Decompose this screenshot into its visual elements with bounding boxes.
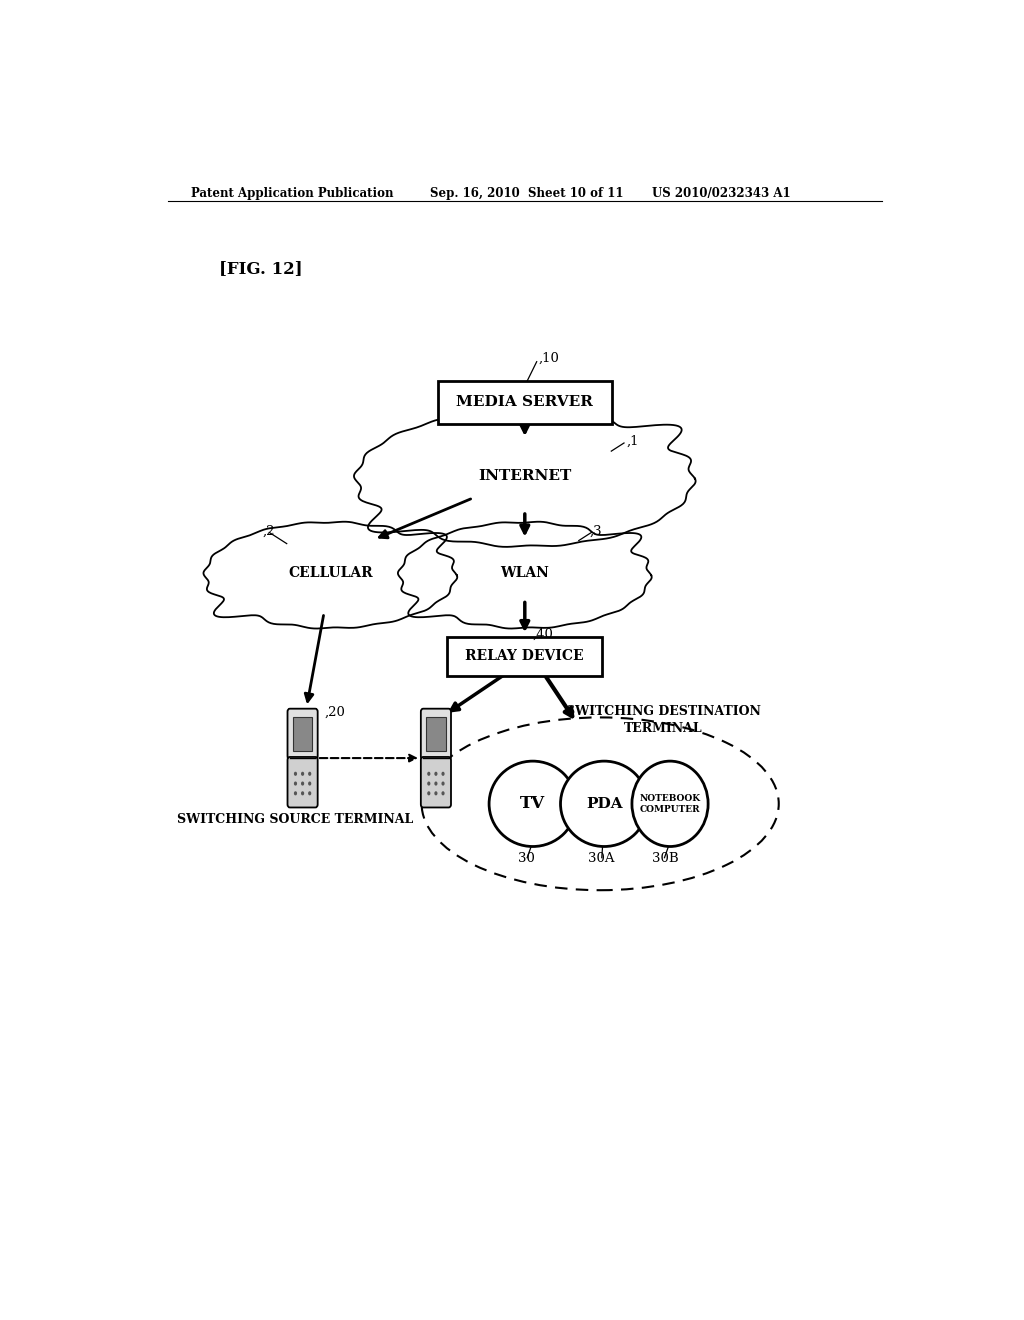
Text: MEDIA SERVER: MEDIA SERVER bbox=[457, 395, 593, 409]
Text: [FIG. 12]: [FIG. 12] bbox=[219, 260, 303, 277]
Ellipse shape bbox=[278, 607, 383, 620]
FancyBboxPatch shape bbox=[288, 756, 317, 808]
Ellipse shape bbox=[425, 519, 542, 536]
Ellipse shape bbox=[632, 762, 709, 846]
Polygon shape bbox=[354, 411, 695, 546]
Ellipse shape bbox=[428, 783, 430, 785]
Text: RELAY DEVICE: RELAY DEVICE bbox=[466, 649, 584, 664]
FancyBboxPatch shape bbox=[288, 709, 317, 759]
Text: 30B: 30B bbox=[652, 851, 679, 865]
Text: SWITCHING SOURCE TERMINAL: SWITCHING SOURCE TERMINAL bbox=[176, 813, 413, 826]
Text: Sep. 16, 2010  Sheet 10 of 11: Sep. 16, 2010 Sheet 10 of 11 bbox=[430, 187, 623, 199]
Text: ,3: ,3 bbox=[590, 524, 602, 537]
FancyBboxPatch shape bbox=[421, 709, 451, 759]
Ellipse shape bbox=[309, 772, 310, 775]
Ellipse shape bbox=[442, 783, 444, 785]
Ellipse shape bbox=[318, 607, 404, 620]
Ellipse shape bbox=[256, 607, 343, 620]
Ellipse shape bbox=[508, 519, 625, 536]
Ellipse shape bbox=[442, 772, 444, 775]
Ellipse shape bbox=[302, 783, 303, 785]
Text: ,40: ,40 bbox=[532, 628, 554, 642]
Ellipse shape bbox=[295, 792, 296, 795]
Ellipse shape bbox=[489, 762, 577, 846]
Text: ,1: ,1 bbox=[627, 436, 639, 447]
Text: Patent Application Publication: Patent Application Publication bbox=[191, 187, 394, 199]
Ellipse shape bbox=[428, 772, 430, 775]
FancyBboxPatch shape bbox=[447, 638, 602, 676]
FancyBboxPatch shape bbox=[293, 717, 312, 751]
Ellipse shape bbox=[302, 792, 303, 795]
Ellipse shape bbox=[428, 792, 430, 795]
Ellipse shape bbox=[560, 762, 648, 846]
FancyBboxPatch shape bbox=[437, 381, 612, 424]
Text: ,10: ,10 bbox=[539, 351, 559, 364]
Ellipse shape bbox=[435, 783, 437, 785]
Ellipse shape bbox=[472, 607, 578, 620]
FancyBboxPatch shape bbox=[426, 717, 445, 751]
Text: PDA: PDA bbox=[586, 797, 623, 810]
Ellipse shape bbox=[454, 519, 596, 536]
Ellipse shape bbox=[512, 607, 599, 620]
Text: US 2010/0232343 A1: US 2010/0232343 A1 bbox=[652, 187, 791, 199]
Ellipse shape bbox=[451, 607, 538, 620]
Text: 30A: 30A bbox=[588, 851, 614, 865]
Text: TV: TV bbox=[520, 796, 546, 812]
Text: SWITCHING DESTINATION
TERMINAL: SWITCHING DESTINATION TERMINAL bbox=[566, 705, 761, 735]
FancyBboxPatch shape bbox=[421, 756, 451, 808]
Text: CELLULAR: CELLULAR bbox=[288, 566, 373, 579]
Ellipse shape bbox=[442, 792, 444, 795]
Ellipse shape bbox=[435, 792, 437, 795]
Text: ,20: ,20 bbox=[325, 705, 346, 718]
Text: NOTEBOOK
COMPUTER: NOTEBOOK COMPUTER bbox=[639, 795, 700, 813]
Text: INTERNET: INTERNET bbox=[478, 469, 571, 483]
Text: 30: 30 bbox=[518, 851, 535, 865]
Ellipse shape bbox=[309, 783, 310, 785]
Polygon shape bbox=[204, 521, 458, 628]
Ellipse shape bbox=[435, 772, 437, 775]
Ellipse shape bbox=[295, 783, 296, 785]
Text: ,2: ,2 bbox=[263, 524, 275, 537]
Ellipse shape bbox=[309, 792, 310, 795]
Polygon shape bbox=[398, 521, 651, 628]
Text: WLAN: WLAN bbox=[501, 566, 549, 579]
Ellipse shape bbox=[302, 772, 303, 775]
Ellipse shape bbox=[295, 772, 296, 775]
